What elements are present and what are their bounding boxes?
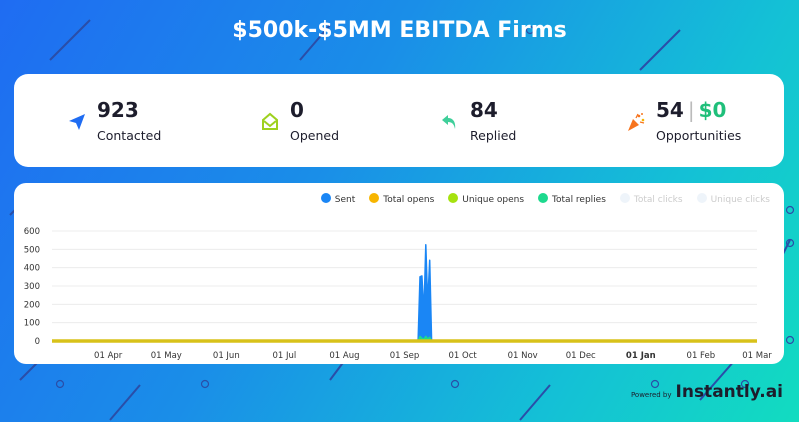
decor-circle xyxy=(740,379,750,389)
decor-circle xyxy=(525,25,535,35)
decor-line xyxy=(519,384,551,421)
decor-line xyxy=(699,359,736,401)
stats-card: 923 Contacted 0 Opened 84 Replied 54 | $0 … xyxy=(14,74,784,167)
legend-item[interactable]: Sent xyxy=(320,193,356,205)
decor-line xyxy=(299,24,331,61)
legend-item[interactable]: Unique clicks xyxy=(696,193,770,205)
party-popper-icon xyxy=(628,113,645,131)
replied-value: 84 xyxy=(470,98,498,122)
decor-line xyxy=(639,29,681,71)
y-tick-label: 600 xyxy=(24,227,40,237)
x-tick-label: 01 Mar xyxy=(742,351,772,361)
x-tick-label: 01 Nov xyxy=(508,351,538,361)
activity-chart-card: Sent Total opens Unique opens Total replies… xyxy=(14,183,784,364)
contacted-value: 923 xyxy=(97,98,139,122)
legend-dot xyxy=(696,193,707,203)
decor-circle xyxy=(785,205,795,215)
replied-label: Replied xyxy=(470,128,517,143)
stat-opportunities: 54 | $0 Opportunities xyxy=(628,98,742,143)
legend-item[interactable]: Total replies xyxy=(538,193,606,205)
value-separator: | xyxy=(687,98,695,122)
decor-circle xyxy=(55,379,65,389)
open-envelope-icon xyxy=(262,112,278,130)
series-sent xyxy=(417,244,433,342)
y-tick-label: 0 xyxy=(35,337,40,347)
powered-by-text: Powered by xyxy=(630,391,672,399)
y-tick-label: 500 xyxy=(24,245,40,255)
x-tick-label: 01 Apr xyxy=(94,351,123,361)
stat-replied: 84 Replied xyxy=(442,98,517,143)
activity-chart: 0 100 200 300 400 500 600 01 Apr 01 May 01 Jun 01 … xyxy=(24,227,773,361)
decor-circle xyxy=(785,238,795,248)
paper-plane-icon xyxy=(69,114,85,130)
x-tick-label: 01 Feb xyxy=(687,351,716,361)
legend-dot xyxy=(538,193,549,203)
opportunities-label: Opportunities xyxy=(656,128,742,143)
x-tick-label: 01 Aug xyxy=(329,351,359,361)
y-tick-label: 400 xyxy=(24,264,40,274)
page-title: $500k-$5MM EBITDA Firms xyxy=(232,18,567,43)
stat-contacted: 923 Contacted xyxy=(69,98,162,143)
legend-label: Total replies xyxy=(552,195,606,205)
reply-arrow-icon xyxy=(442,115,456,129)
legend-label: Unique opens xyxy=(462,195,525,205)
y-tick-label: 300 xyxy=(24,282,40,292)
legend-dot xyxy=(369,193,380,203)
opportunities-count: 54 xyxy=(656,98,684,122)
x-tick-label: 01 May xyxy=(151,351,182,361)
x-tick-label: 01 Sep xyxy=(390,351,420,361)
opportunities-value: 54 | $0 xyxy=(656,98,741,122)
legend-item[interactable]: Total opens xyxy=(369,193,434,205)
opened-label: Opened xyxy=(290,128,340,143)
decor-line xyxy=(49,19,91,61)
legend-dot xyxy=(619,193,630,203)
brand-logo[interactable]: Instantly.ai xyxy=(675,382,783,402)
contacted-label: Contacted xyxy=(97,128,162,143)
x-tick-label: 01 Dec xyxy=(566,351,596,361)
legend-label: Unique clicks xyxy=(710,195,770,205)
legend-dot xyxy=(448,193,459,203)
decor-circle xyxy=(785,335,795,345)
decor-circle xyxy=(200,379,210,389)
opportunities-amount: $0 xyxy=(698,98,727,122)
stat-opened: 0 Opened xyxy=(262,98,340,143)
x-tick-label: 01 Jan xyxy=(626,351,656,361)
legend-label: Total clicks xyxy=(633,195,683,205)
decor-circle xyxy=(450,379,460,389)
legend-dot xyxy=(320,193,331,203)
x-tick-label: 01 Jun xyxy=(213,351,240,361)
x-tick-label: 01 Oct xyxy=(448,351,477,361)
legend-item[interactable]: Unique opens xyxy=(448,193,524,205)
y-tick-label: 200 xyxy=(24,300,40,310)
powered-by: Powered by Instantly.ai xyxy=(631,382,783,402)
legend-label: Total opens xyxy=(383,195,435,205)
legend-item[interactable]: Total clicks xyxy=(619,193,683,205)
chart-legend: Sent Total opens Unique opens Total replies… xyxy=(320,193,770,205)
legend-label: Sent xyxy=(334,195,356,205)
opened-value: 0 xyxy=(290,98,304,122)
y-tick-label: 100 xyxy=(24,319,40,329)
x-tick-label: 01 Jul xyxy=(273,351,297,361)
decor-line xyxy=(109,384,141,421)
decor-circle xyxy=(650,379,660,389)
